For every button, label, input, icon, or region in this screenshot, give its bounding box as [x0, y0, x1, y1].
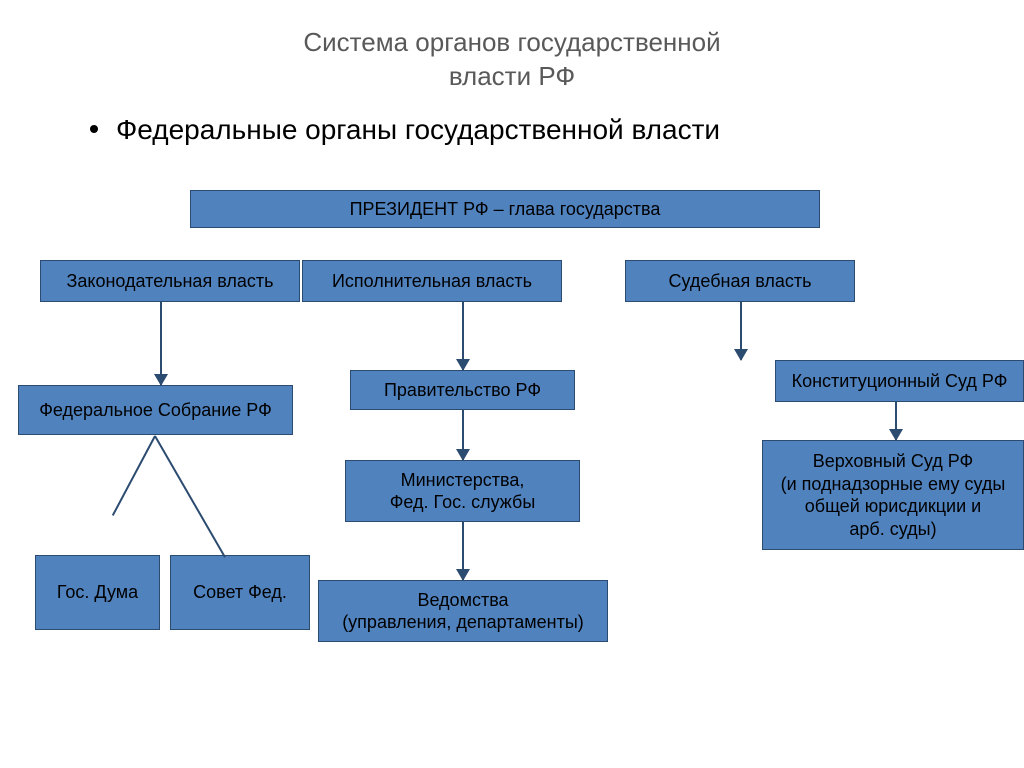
- node-vedomstva: Ведомства(управления, департаменты): [318, 580, 608, 642]
- node-judicial: Судебная власть: [625, 260, 855, 302]
- subtitle: Федеральные органы государственной власт…: [0, 94, 1024, 146]
- bullet-icon: [90, 125, 98, 133]
- node-legislative: Законодательная власть: [40, 260, 300, 302]
- node-government: Правительство РФ: [350, 370, 575, 410]
- branch-0: [112, 436, 156, 516]
- node-supreme-court: Верховный Суд РФ(и поднадзорные ему суды…: [762, 440, 1024, 550]
- node-const-court: Конституционный Суд РФ: [775, 360, 1024, 402]
- node-president: ПРЕЗИДЕНТ РФ – глава государства: [190, 190, 820, 228]
- title-line1: Система органов государственной: [303, 27, 720, 57]
- page-title: Система органов государственной власти Р…: [0, 0, 1024, 94]
- subtitle-text: Федеральные органы государственной власт…: [116, 114, 720, 145]
- node-sovfed: Совет Фед.: [170, 555, 310, 630]
- arrow-3: [462, 410, 464, 460]
- arrow-2: [740, 302, 742, 360]
- node-federal-assembly: Федеральное Собрание РФ: [18, 385, 293, 435]
- branch-1: [154, 436, 226, 558]
- node-ministries: Министерства,Фед. Гос. службы: [345, 460, 580, 522]
- arrow-5: [895, 402, 897, 440]
- title-line2: власти РФ: [449, 61, 575, 91]
- node-duma: Гос. Дума: [35, 555, 160, 630]
- arrow-4: [462, 522, 464, 580]
- arrow-0: [160, 302, 162, 385]
- node-executive: Исполнительная власть: [302, 260, 562, 302]
- arrow-1: [462, 302, 464, 370]
